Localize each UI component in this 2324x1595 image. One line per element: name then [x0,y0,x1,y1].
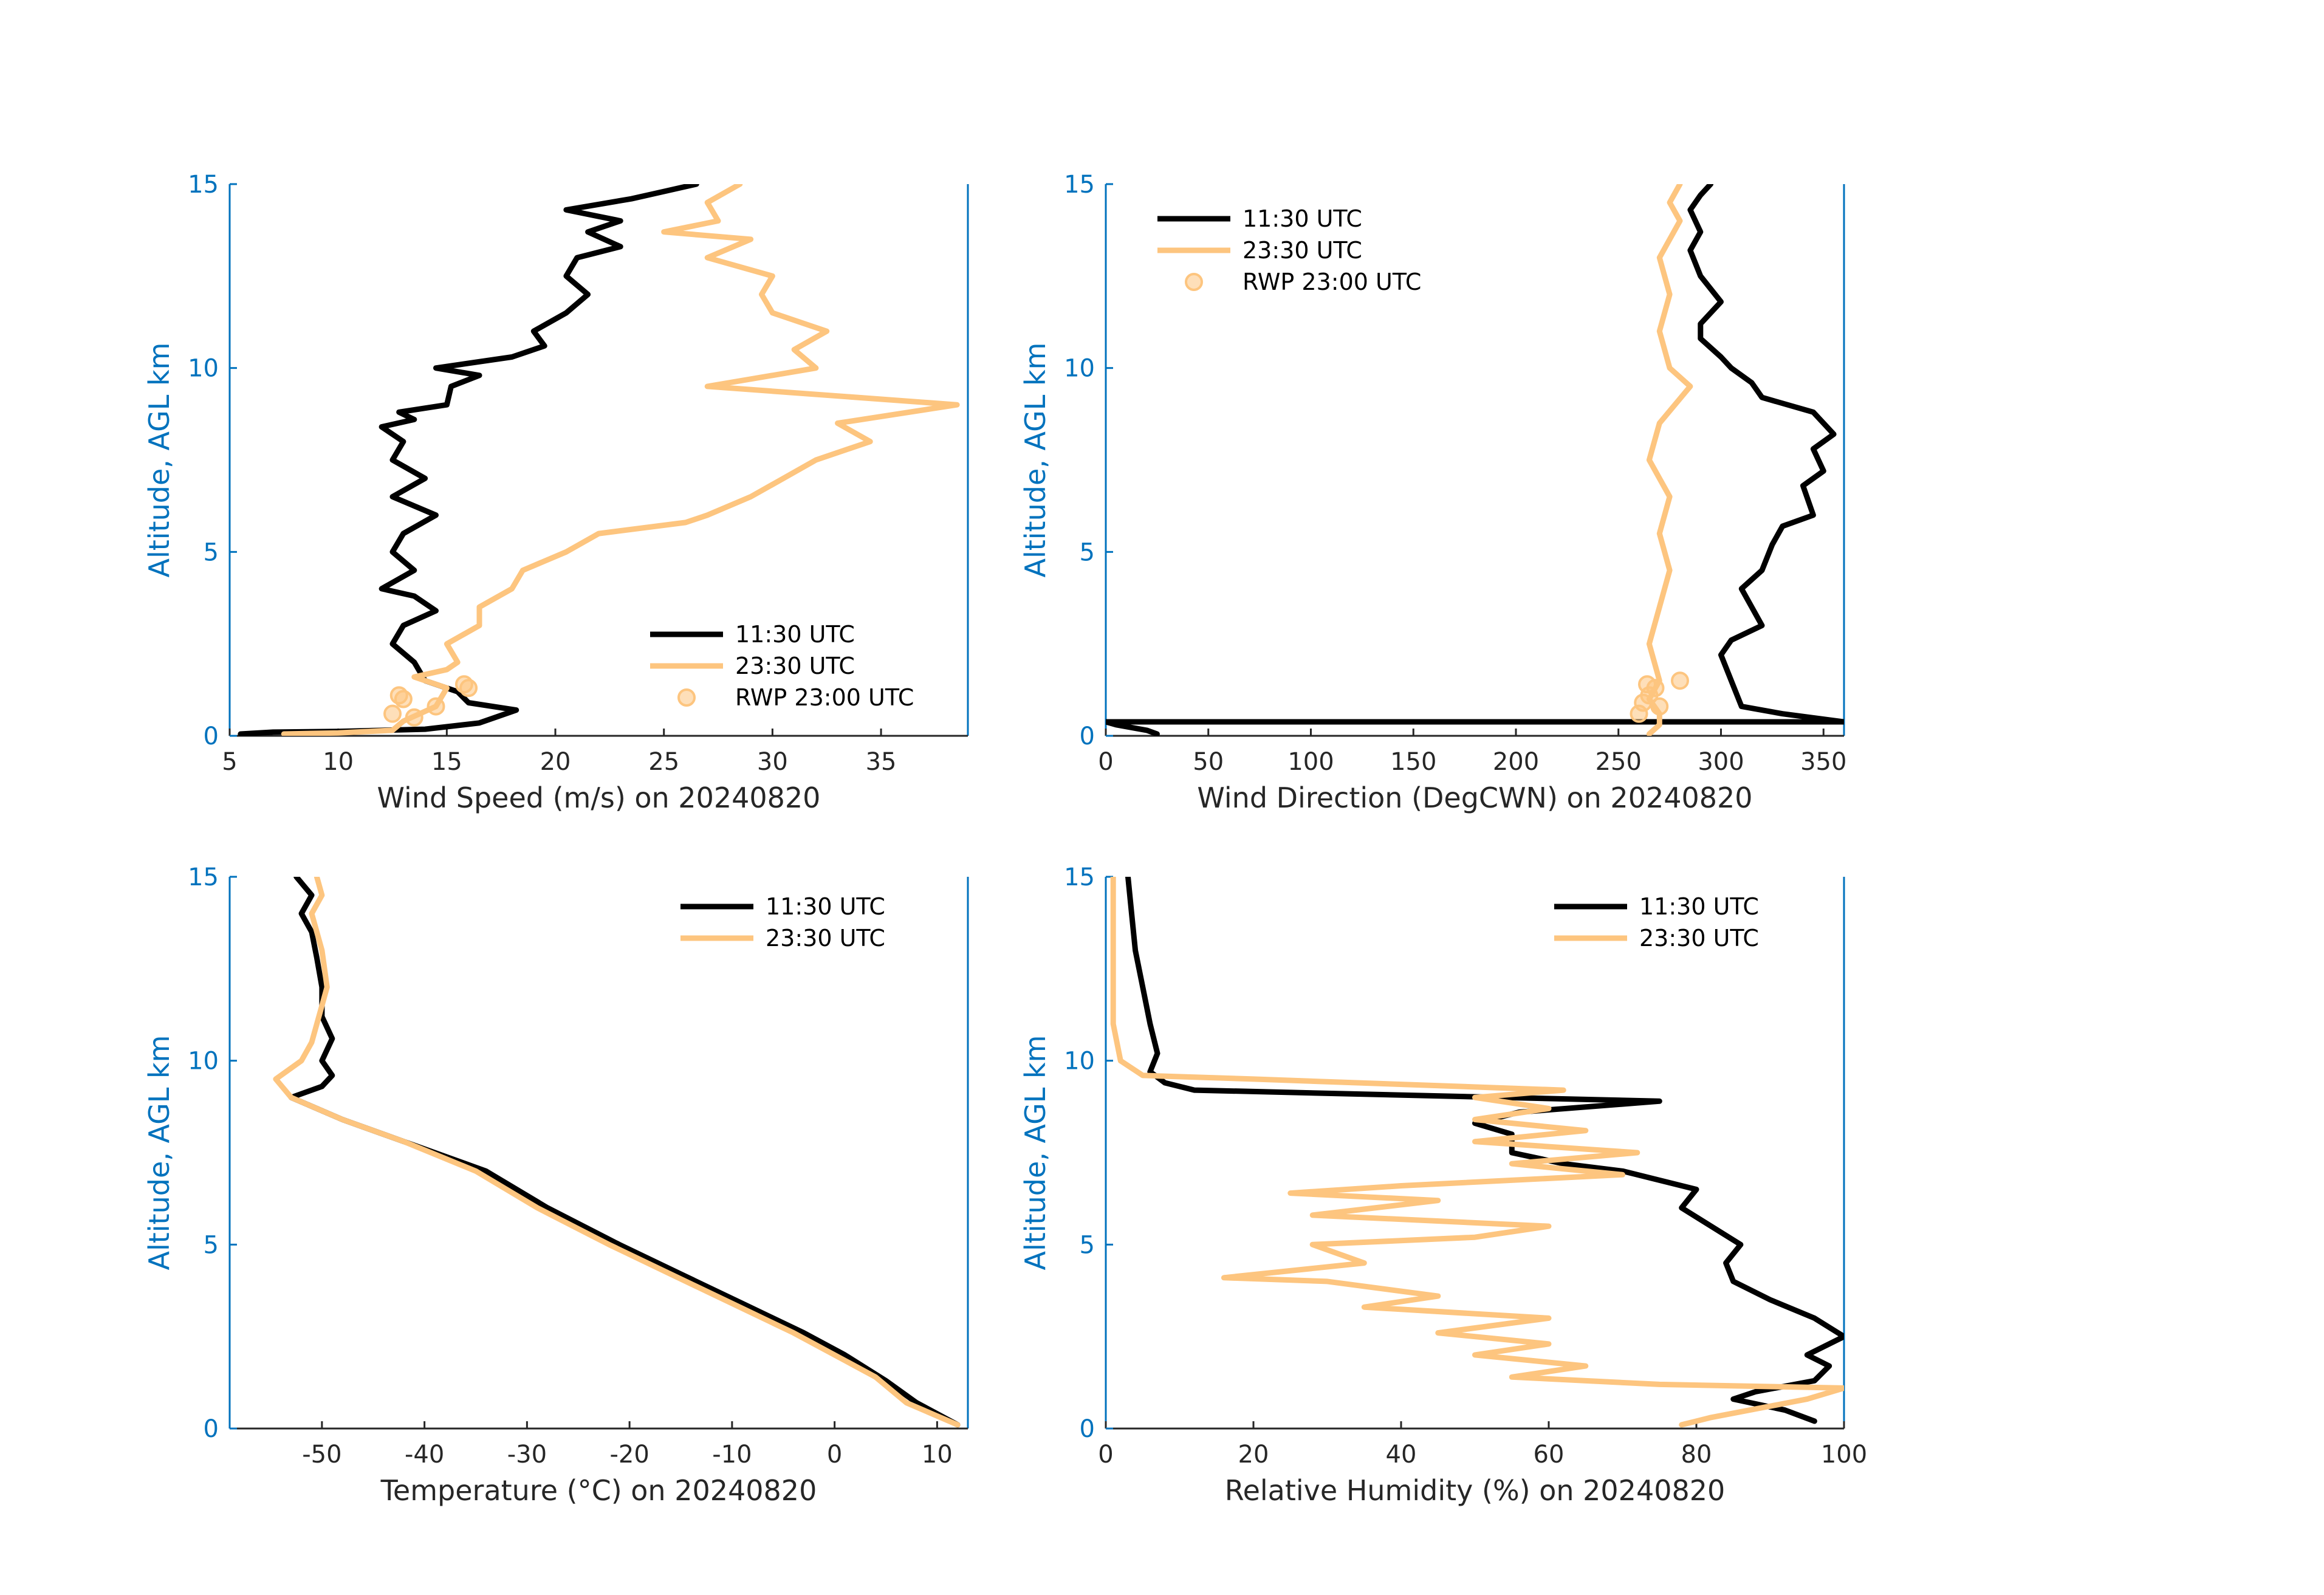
x-tick-label: 0 [1098,1441,1113,1469]
series-line-11-30-utc [288,877,961,1428]
legend: 11:30 UTC 23:30 UTC [680,893,885,952]
rwp-point [1671,671,1689,690]
y-tick-label: 5 [1080,1231,1095,1259]
panel-relative-humidity: 0 20 40 60 80 100 0 5 10 15 Relative Humidity (%) … [1019,863,1867,1507]
rwp-point [1638,675,1656,694]
legend-swatch-marker [677,688,696,707]
y-axis-label: Altitude, AGL km [143,342,176,577]
x-tick-label: 20 [540,748,571,776]
x-tick-label: 80 [1681,1441,1712,1469]
x-axis-label: Wind Direction (DegCWN) on 20240820 [1197,781,1752,814]
x-tick-label: -30 [507,1441,547,1469]
x-tick-label: 150 [1390,748,1436,776]
x-tick-label: -10 [712,1441,752,1469]
y-tick-label: 15 [1064,171,1095,199]
x-tick-label: 200 [1493,748,1539,776]
x-tick-label: 15 [431,748,462,776]
y-tick-label: 0 [1080,722,1095,750]
panel-temperature: -50 -40 -30 -20 -10 0 10 0 5 10 15 Temperature (°C)… [143,863,969,1507]
rwp-point [405,708,423,727]
x-tick-label: 50 [1193,748,1224,776]
x-axis-label: Relative Humidity (%) on 20240820 [1225,1474,1726,1507]
y-tick-label: 10 [188,1048,219,1075]
x-tick-label: 35 [866,748,897,776]
legend-label: 11:30 UTC [1639,893,1759,920]
y-tick-label: 0 [204,722,219,750]
x-tick-label: 60 [1534,1441,1565,1469]
series-line-11-30-utc [1125,877,1844,1424]
x-tick-label: 250 [1596,748,1642,776]
legend-label: RWP 23:00 UTC [1243,269,1421,295]
x-tick-label: -20 [609,1441,649,1469]
y-axis-label: Altitude, AGL km [1019,1035,1052,1270]
y-tick-label: 5 [204,1231,219,1259]
x-tick-label: 100 [1287,748,1334,776]
plot-area [1106,184,1844,736]
y-tick-label: 15 [188,863,219,891]
legend-label: 11:30 UTC [735,621,855,648]
plot-area [273,877,961,1428]
x-tick-label: -40 [405,1441,444,1469]
series-line-23-30-utc [1110,877,1844,1428]
x-tick-label: 5 [222,748,237,776]
legend-label: 23:30 UTC [1639,925,1759,952]
x-tick-label: 350 [1800,748,1846,776]
legend-label: 11:30 UTC [1243,205,1362,232]
series-line-11-30-utc [238,184,699,736]
y-tick-label: 15 [1064,863,1095,891]
rwp-point [1650,697,1669,716]
x-axis-label: Temperature (°C) on 20240820 [380,1474,817,1507]
rwp-point [454,675,473,694]
x-tick-label: 30 [757,748,788,776]
legend-label: RWP 23:00 UTC [735,684,914,711]
y-tick-label: 15 [188,171,219,199]
y-axis-label: Altitude, AGL km [1019,342,1052,577]
legend-label: 11:30 UTC [766,893,885,920]
y-axis-label: Altitude, AGL km [143,1035,176,1270]
x-tick-label: 10 [323,748,354,776]
plot-area [1110,877,1844,1428]
y-tick-label: 5 [204,538,219,566]
legend-label: 23:30 UTC [766,925,885,952]
series-line-23-30-utc [1646,184,1693,736]
panel-wind-direction: 0 50 100 150 200 250 300 350 0 5 10 15 Wind Directio… [1019,171,1846,814]
legend: 11:30 UTC 23:30 UTC RWP 23:00 UTC [650,621,914,711]
x-tick-label: 25 [648,748,679,776]
legend-label: 23:30 UTC [1243,237,1362,264]
y-tick-label: 0 [204,1415,219,1443]
legend: 11:30 UTC 23:30 UTC [1554,893,1759,952]
legend-label: 23:30 UTC [735,653,855,679]
legend-swatch-marker [1185,273,1203,291]
x-tick-label: 40 [1386,1441,1417,1469]
x-tick-label: 10 [922,1441,953,1469]
y-tick-label: 5 [1080,538,1095,566]
y-tick-label: 10 [1064,355,1095,383]
x-tick-label: 300 [1698,748,1744,776]
rwp-point [427,697,445,716]
series-line-23-30-utc [281,184,960,736]
plot-area [238,184,960,736]
x-tick-label: 0 [1098,748,1113,776]
legend: 11:30 UTC 23:30 UTC RWP 23:00 UTC [1157,205,1421,295]
x-tick-label: 100 [1821,1441,1867,1469]
x-tick-label: 0 [827,1441,842,1469]
y-tick-label: 10 [1064,1048,1095,1075]
y-tick-label: 0 [1080,1415,1095,1443]
y-tick-label: 10 [188,355,219,383]
x-axis-label: Wind Speed (m/s) on 20240820 [377,781,821,814]
rwp-point [383,704,402,723]
series-line-23-30-utc [273,877,961,1428]
x-tick-label: 20 [1238,1441,1269,1469]
x-tick-label: -50 [302,1441,341,1469]
series-line-11-30-utc [1106,184,1844,736]
rwp-point [389,686,408,705]
